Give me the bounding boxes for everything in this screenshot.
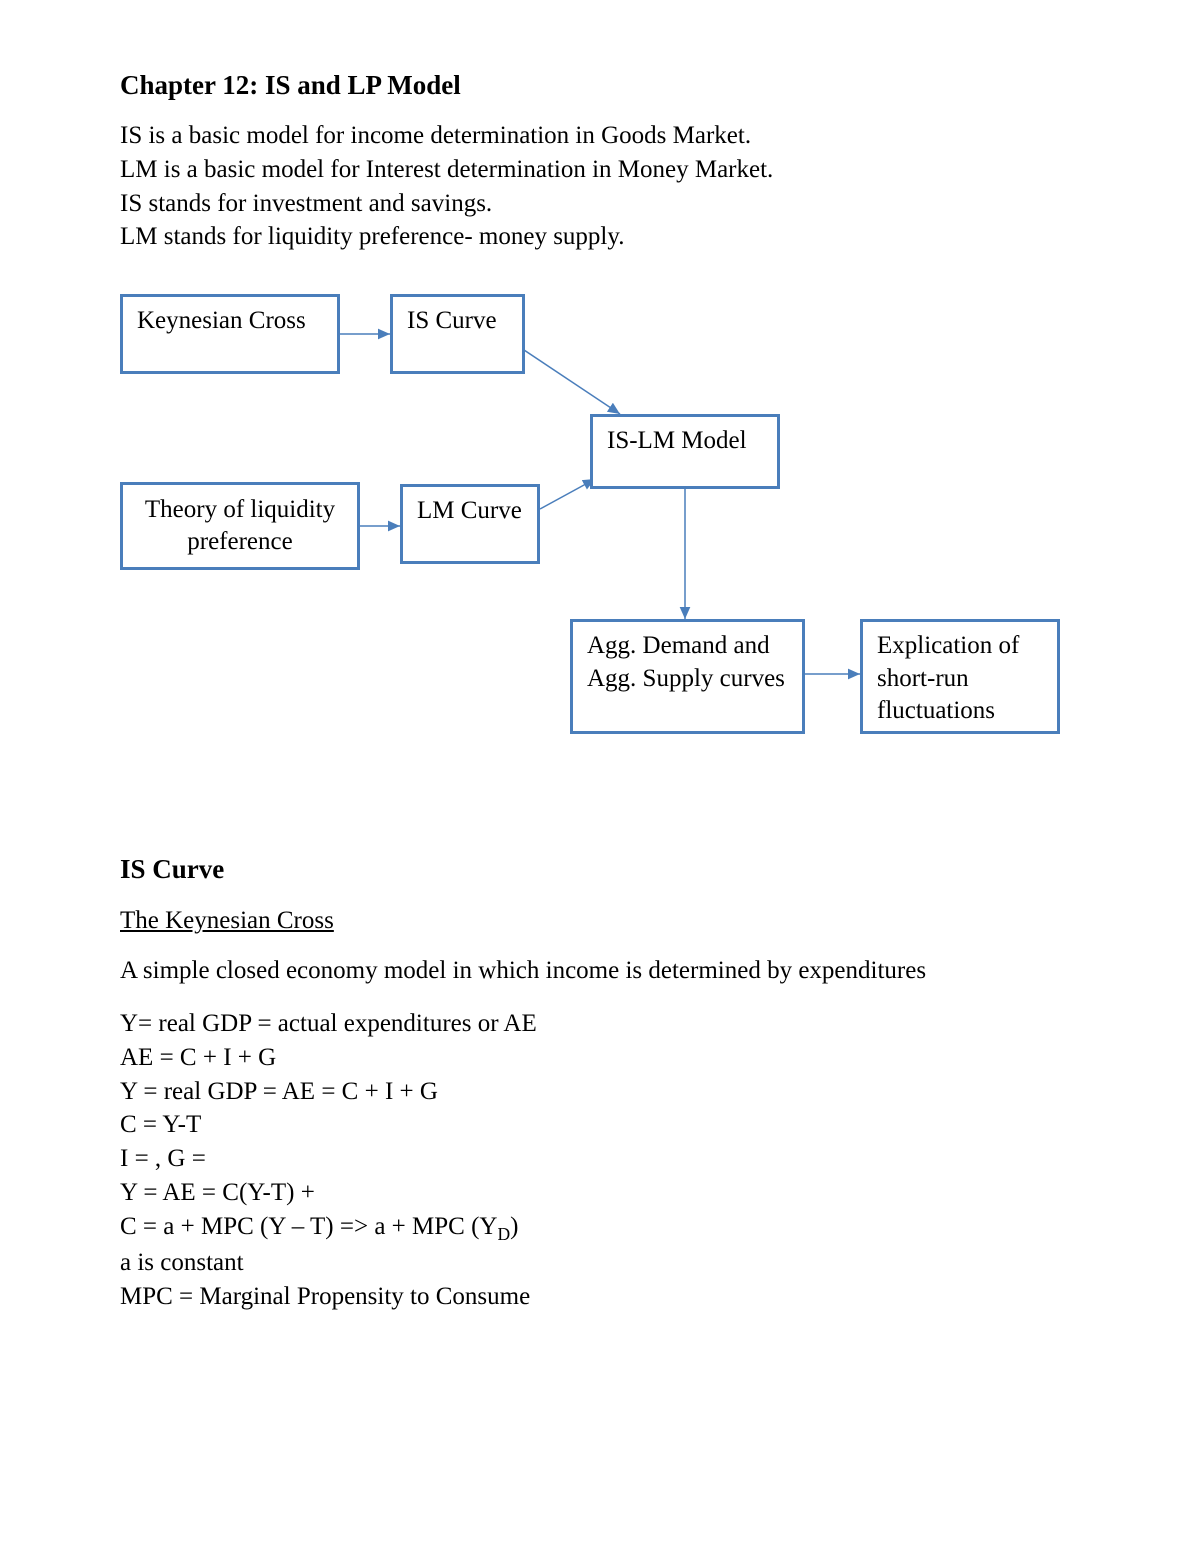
- flowchart-node-islm: IS-LM Model: [590, 414, 780, 489]
- intro-block: IS is a basic model for income determina…: [120, 119, 1090, 254]
- equation-line: C = Y-T: [120, 1108, 1090, 1142]
- flowchart-node-keynesian: Keynesian Cross: [120, 294, 340, 374]
- intro-line: LM is a basic model for Interest determi…: [120, 153, 1090, 187]
- equation-line: Y = real GDP = AE = C + I + G: [120, 1075, 1090, 1109]
- flowchart-edge: [540, 479, 595, 509]
- equation-line: I = , G =: [120, 1142, 1090, 1176]
- chapter-title: Chapter 12: IS and LP Model: [120, 70, 1090, 101]
- equations-block: Y= real GDP = actual expenditures or AEA…: [120, 1007, 1090, 1314]
- flowchart-node-adas: Agg. Demand and Agg. Supply curves: [570, 619, 805, 734]
- section-description: A simple closed economy model in which i…: [120, 957, 1090, 985]
- flowchart-node-expl: Explication of short-run fluctuations: [860, 619, 1060, 734]
- section-title: IS Curve: [120, 854, 1090, 885]
- equation-line: MPC = Marginal Propensity to Consume: [120, 1280, 1090, 1314]
- section-subheading: The Keynesian Cross: [120, 907, 1090, 935]
- flowchart-node-is: IS Curve: [390, 294, 525, 374]
- intro-line: LM stands for liquidity preference- mone…: [120, 220, 1090, 254]
- intro-line: IS stands for investment and savings.: [120, 187, 1090, 221]
- equation-line: a is constant: [120, 1246, 1090, 1280]
- flowchart: Keynesian Cross IS Curve Theory of liquidi…: [120, 294, 1100, 784]
- flowchart-node-lm: LM Curve: [400, 484, 540, 564]
- equation-line: C = a + MPC (Y – T) => a + MPC (YD): [120, 1210, 1090, 1247]
- page: Chapter 12: IS and LP Model IS is a basi…: [0, 0, 1200, 1394]
- equation-line: AE = C + I + G: [120, 1041, 1090, 1075]
- flowchart-node-liquidity: Theory of liquidity preference: [120, 482, 360, 570]
- equation-line: Y = AE = C(Y-T) +: [120, 1176, 1090, 1210]
- equation-line: Y= real GDP = actual expenditures or AE: [120, 1007, 1090, 1041]
- intro-line: IS is a basic model for income determina…: [120, 119, 1090, 153]
